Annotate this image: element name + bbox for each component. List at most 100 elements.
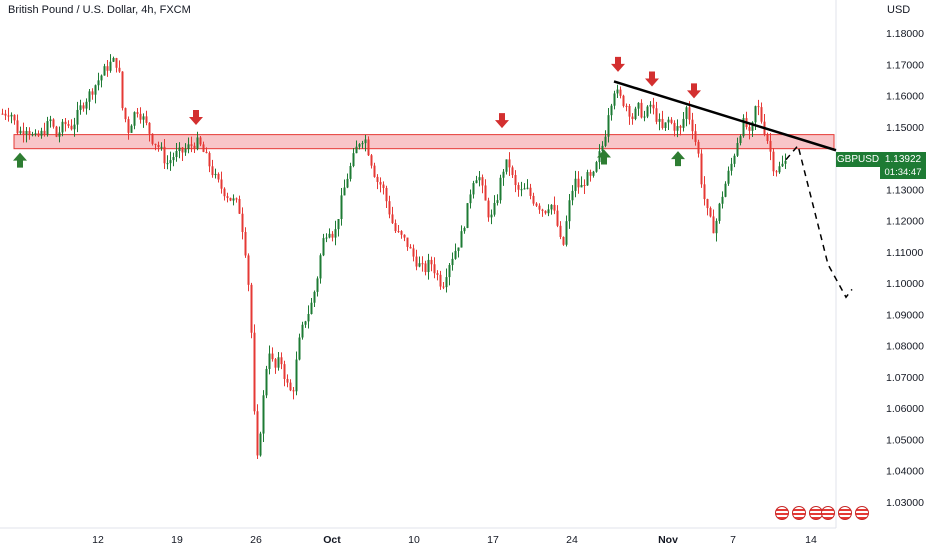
candle-body [421,263,424,265]
candle-body [94,85,97,95]
candle-body [526,187,529,189]
x-tick-label: 12 [92,534,104,546]
us-flag-icon[interactable] [821,506,835,520]
candle-body [427,259,430,273]
candle-body [691,119,694,132]
candle-body [349,166,352,179]
candle-body [628,106,631,117]
candle-body [469,194,472,204]
candle-body [400,231,403,235]
candle-body [433,264,436,274]
us-flag-icon[interactable] [792,506,806,520]
candle-body [229,197,232,201]
us-flag-icon[interactable] [775,506,789,520]
candle-body [67,124,70,126]
candle-body [103,66,106,76]
candle-body [232,198,235,201]
up-arrow-icon [597,149,611,165]
event-badges-right[interactable] [821,506,869,520]
candle-body [409,246,412,249]
y-tick-label: 1.06000 [886,403,924,415]
candle-body [58,132,61,137]
candle-body [22,130,25,135]
candle-body [697,141,700,154]
candle-body [268,353,271,369]
candle-body [148,122,151,134]
y-tick-label: 1.16000 [886,91,924,103]
candle-body [283,364,286,379]
candle-body [385,187,388,202]
candle-body [490,214,493,218]
down-arrow-icon [495,113,509,129]
candle-body [16,120,19,134]
candle-body [91,91,94,95]
candle-body [523,188,526,190]
candle-body [337,219,340,230]
up-arrow-icon [13,152,27,168]
candle-body [40,130,43,136]
candle-body [754,106,757,123]
candle-body [397,231,400,233]
candle-body [646,106,649,117]
uk-flag-icon[interactable] [855,506,869,520]
candle-body [1,113,4,115]
candle-body [31,134,34,136]
candle-body [739,136,742,144]
candle-body [307,313,310,322]
candle-body [304,321,307,325]
candle-body [694,131,697,142]
down-arrow-icon [687,83,701,99]
candle-body [238,199,241,214]
candle-body [532,195,535,204]
candle-body [121,71,124,109]
candle-body [250,284,253,333]
candle-body [670,119,673,123]
candle-body [721,196,724,204]
candle-body [658,118,661,122]
candle-body [85,101,88,109]
x-tick-label: Oct [323,534,341,546]
candle-body [214,173,217,176]
event-badges-left[interactable] [775,506,823,520]
candle-body [550,204,553,210]
last-price-label: 1.13922 [880,152,926,167]
candle-body [508,159,511,168]
candle-body [217,173,220,180]
candle-body [466,203,469,228]
candle-body [382,184,385,188]
candle-body [586,172,589,186]
candle-body [340,195,343,220]
candle-body [613,93,616,106]
candle-body [601,145,604,152]
chart-title: British Pound / U.S. Dollar, 4h, FXCM [8,4,191,16]
candle-body [751,122,754,131]
candle-body [637,102,640,109]
candle-body [760,107,763,122]
candle-body [703,184,706,200]
candle-body [7,115,10,117]
candle-body [277,357,280,368]
candle-body [460,231,463,248]
candle-body [736,143,739,156]
candle-body [343,187,346,196]
candle-body [391,214,394,224]
candle-body [370,155,373,166]
candle-body [253,332,256,412]
y-tick-label: 1.17000 [886,59,924,71]
candle-body [631,116,634,119]
candle-body [133,112,136,126]
candle-body [403,234,406,238]
resistance-zone [13,134,835,150]
candle-body [574,178,577,191]
us-flag-icon[interactable] [838,506,852,520]
candle-body [106,66,109,71]
candle-body [367,139,370,156]
candle-body [172,157,175,161]
candle-body [487,200,490,218]
candle-body [118,67,121,72]
y-tick-label: 1.03000 [886,497,924,509]
down-arrow-icon [611,56,625,72]
candle-body [331,233,334,238]
candle-body [43,130,46,135]
